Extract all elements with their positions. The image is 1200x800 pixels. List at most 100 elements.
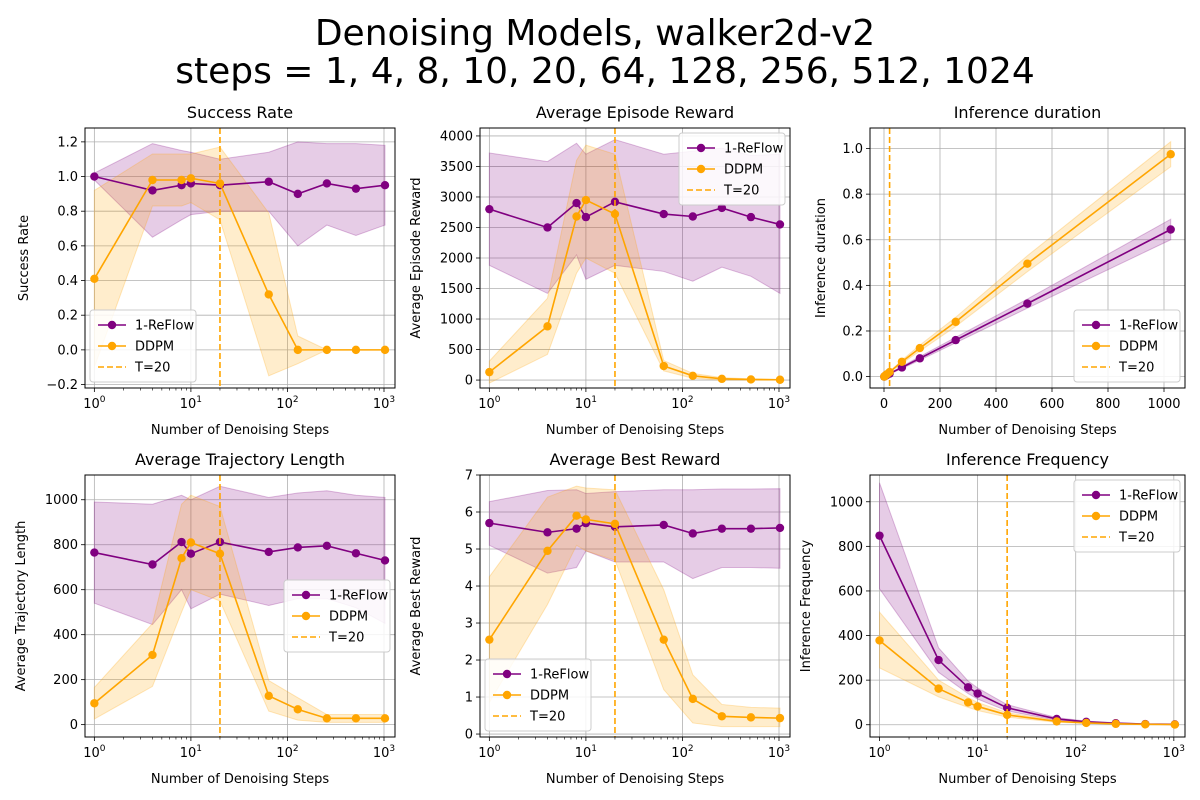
point-ddpm xyxy=(659,361,668,371)
point-ddpm xyxy=(148,650,157,660)
x-tick-label: 103 xyxy=(768,744,790,761)
point-1-reflow xyxy=(90,548,99,557)
x-tick-label: 100 xyxy=(868,744,891,761)
point-ddpm xyxy=(1166,150,1175,159)
point-ddpm xyxy=(1023,259,1032,268)
point-1-reflow xyxy=(775,523,785,533)
band-1-reflow xyxy=(488,488,781,580)
point-ddpm xyxy=(322,345,332,355)
axes-frame xyxy=(84,127,396,389)
legend-swatch-marker xyxy=(502,669,512,679)
axes-frame xyxy=(869,127,1186,389)
series-line-ddpm xyxy=(93,177,385,351)
panel-3: 0.0 0.2 0.4 0.6 0.8 1.0 0 200 400 600 800 1000 Infer… xyxy=(814,103,1186,438)
point-ddpm xyxy=(717,374,727,384)
y-tick-label: 0.6 xyxy=(842,233,863,248)
y-tick-label: 400 xyxy=(53,628,78,643)
point-ddpm xyxy=(380,345,390,355)
legend-swatch-marker xyxy=(107,341,117,351)
point-ddpm xyxy=(293,705,303,714)
point-ddpm xyxy=(717,712,727,721)
point-1-reflow xyxy=(148,560,157,569)
point-1-reflow xyxy=(775,220,785,229)
y-tick-label: 1.0 xyxy=(842,142,863,157)
x-tick-label: 800 xyxy=(1096,397,1121,412)
point-1-reflow xyxy=(322,179,332,188)
point-ddpm xyxy=(485,367,494,377)
plot-area xyxy=(875,475,1180,737)
x-tick-label: 100 xyxy=(478,395,501,412)
point-1-reflow xyxy=(543,528,552,537)
legend-swatch-marker xyxy=(502,690,512,700)
legend-label: 1-ReFlow xyxy=(135,319,194,334)
legend-swatch-marker xyxy=(301,590,311,600)
point-ddpm xyxy=(90,699,99,708)
point-ddpm xyxy=(572,212,581,221)
y-tick-label: 5 xyxy=(465,543,473,558)
y-tick-label: 1.2 xyxy=(57,135,78,150)
legend-label: T=20 xyxy=(1118,531,1154,546)
series-line-ddpm xyxy=(93,541,385,720)
x-tick-label: 102 xyxy=(671,744,693,761)
y-tick-label: 200 xyxy=(53,673,78,688)
legend-box xyxy=(283,579,391,653)
x-axis-label: Number of Denoising Steps xyxy=(938,423,1116,438)
point-ddpm xyxy=(215,549,225,558)
point-1-reflow xyxy=(380,181,390,190)
series-line-ddpm xyxy=(488,198,780,381)
plot-area xyxy=(90,128,390,388)
point-1-reflow xyxy=(717,203,727,213)
point-ddpm xyxy=(746,713,756,722)
point-ddpm xyxy=(775,713,785,723)
x-axis-label: Number of Denoising Steps xyxy=(546,423,724,438)
point-ddpm xyxy=(543,546,552,556)
panel-title: Inference duration xyxy=(954,103,1102,122)
legend-label: 1-ReFlow xyxy=(724,142,783,157)
legend-swatch-marker xyxy=(696,164,706,174)
point-1-reflow xyxy=(90,172,99,181)
point-ddpm xyxy=(351,714,361,723)
point-ddpm xyxy=(177,175,186,185)
x-tick-label: 600 xyxy=(1040,397,1065,412)
legend-swatch-marker xyxy=(1091,341,1101,351)
point-1-reflow xyxy=(581,212,591,222)
legend-label: DDPM xyxy=(135,340,174,355)
y-tick-label: 400 xyxy=(838,629,863,644)
panel-title: Average Best Reward xyxy=(550,450,721,469)
series-line-1-reflow xyxy=(489,522,781,535)
point-ddpm xyxy=(177,554,186,563)
y-tick-label: 1 xyxy=(465,691,473,706)
x-tick-label: 101 xyxy=(575,395,597,412)
point-1-reflow xyxy=(485,204,494,214)
point-ddpm xyxy=(659,635,668,644)
y-tick-label: 4 xyxy=(465,580,473,595)
y-tick-label: −0.2 xyxy=(46,378,78,393)
point-1-reflow xyxy=(1166,225,1175,234)
x-tick-label: 200 xyxy=(928,397,953,412)
x-tick-label: 103 xyxy=(373,744,395,761)
point-1-reflow xyxy=(264,547,273,557)
y-tick-label: 2500 xyxy=(440,221,473,236)
legend-label: DDPM xyxy=(530,689,569,704)
y-tick-label: 3000 xyxy=(440,190,473,205)
legend: 1-ReFlow DDPM T=20 xyxy=(1073,479,1181,553)
y-axis-label: Inference duration xyxy=(814,198,829,318)
point-1-reflow xyxy=(746,524,756,533)
y-tick-label: 0 xyxy=(465,374,473,389)
panel-6: 0 200 400 600 800 1000 100 101 102 103 Inference F… xyxy=(799,450,1186,787)
series-line-ddpm xyxy=(488,514,781,719)
point-1-reflow xyxy=(351,549,361,558)
panel-4: 0 200 400 600 800 1000 100 101 102 103 Average Tra… xyxy=(14,450,396,787)
y-tick-label: 1000 xyxy=(45,493,78,508)
y-tick-label: 1500 xyxy=(440,282,473,297)
point-1-reflow xyxy=(293,189,303,199)
y-tick-label: 0.8 xyxy=(57,205,78,220)
panel-5: 0 1 2 3 4 5 6 7 100 101 102 103 Average Best Reward N… xyxy=(409,450,791,787)
point-1-reflow xyxy=(875,531,884,540)
y-tick-label: 0.0 xyxy=(842,370,863,385)
legend-label: DDPM xyxy=(724,163,763,178)
legend-swatch-marker xyxy=(1091,490,1101,500)
point-ddpm xyxy=(746,375,756,384)
point-1-reflow xyxy=(688,529,698,538)
x-axis-label: Number of Denoising Steps xyxy=(938,772,1116,787)
